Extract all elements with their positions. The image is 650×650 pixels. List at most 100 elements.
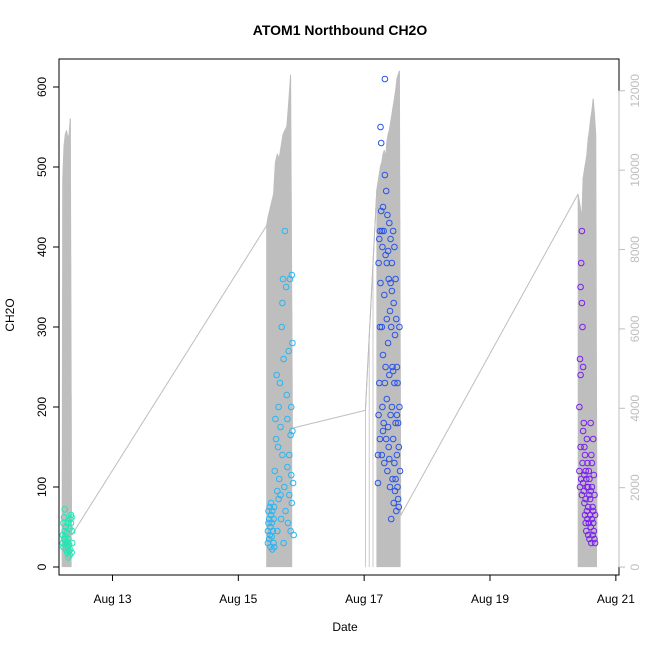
- ch2o-point: [384, 211, 391, 219]
- ch2o-point: [289, 339, 296, 347]
- ch2o-point: [68, 539, 76, 547]
- ch2o-point: [579, 427, 587, 435]
- ch2o-point: [387, 515, 395, 523]
- ch2o-point: [386, 219, 393, 227]
- ch2o-point: [67, 515, 74, 523]
- ch2o-point: [582, 519, 590, 527]
- ch2o-point: [579, 363, 587, 371]
- ch2o-point: [389, 435, 397, 443]
- ch2o-point: [395, 503, 403, 511]
- ch2o-point: [384, 423, 392, 431]
- ch2o-point: [381, 171, 389, 179]
- ch2o-point: [270, 503, 278, 511]
- ch2o-point: [278, 323, 286, 331]
- data-points: [59, 75, 599, 561]
- ch2o-point: [61, 506, 68, 513]
- y-tick-label: 300: [35, 317, 49, 337]
- ch2o-point: [579, 323, 586, 331]
- ch2o-point: [586, 491, 593, 499]
- ch2o-point: [286, 451, 293, 459]
- ch2o-point: [63, 530, 70, 537]
- ch2o-point: [287, 403, 295, 411]
- ch2o-point: [389, 475, 396, 483]
- ch2o-point: [582, 467, 590, 475]
- ch2o-point: [589, 531, 596, 539]
- ch2o-point: [290, 531, 298, 539]
- ch2o-point: [587, 419, 595, 427]
- ch2o-point: [272, 435, 280, 443]
- ch2o-point: [384, 247, 392, 255]
- ch2o-point: [266, 531, 274, 539]
- ch2o-point: [270, 515, 277, 523]
- ch2o-point: [591, 539, 599, 547]
- ch2o-point: [389, 367, 397, 375]
- ch2o-point: [576, 467, 583, 475]
- ch2o-point: [379, 243, 386, 251]
- ch2o-point: [285, 347, 293, 355]
- ch2o-point: [590, 527, 598, 535]
- ch2o-point: [377, 123, 384, 131]
- ch2o-point: [590, 471, 598, 479]
- x-tick-label: Aug 17: [345, 592, 383, 606]
- ch2o-point: [281, 483, 288, 491]
- ch2o-point: [387, 279, 394, 287]
- ch2o-point: [588, 483, 596, 491]
- ch2o-point: [378, 323, 386, 331]
- ch2o-point: [275, 475, 283, 483]
- ch2o-point: [268, 519, 276, 527]
- ch2o-point: [589, 503, 596, 511]
- x-tick-label: Aug 13: [93, 592, 131, 606]
- ch2o-point: [581, 499, 588, 507]
- ch2o-point: [381, 459, 388, 467]
- altitude-track-line: [577, 98, 598, 544]
- ch2o-point: [394, 483, 401, 491]
- ch2o-point: [63, 539, 71, 547]
- ch2o-point: [581, 471, 588, 479]
- ch2o-point: [277, 515, 285, 523]
- ch2o-point: [577, 371, 584, 379]
- ch2o-point: [378, 227, 386, 235]
- ch2o-point: [393, 451, 401, 459]
- ch2o-point: [395, 443, 403, 451]
- ch2o-point: [577, 475, 585, 483]
- ch2o-point: [577, 259, 585, 267]
- ch2o-point: [396, 323, 403, 331]
- y2-tick-label: 6000: [628, 315, 642, 342]
- ch2o-point: [579, 459, 586, 467]
- ch2o-point: [580, 419, 588, 427]
- ch2o-point: [269, 507, 276, 515]
- ch2o-point: [284, 415, 291, 423]
- ch2o-point: [287, 431, 294, 439]
- ch2o-point: [386, 455, 393, 463]
- ch2o-point: [382, 435, 390, 443]
- ch2o-point: [388, 287, 396, 295]
- axes: 0100200300400500600020004000600080001000…: [35, 74, 642, 606]
- ch2o-point: [581, 443, 588, 451]
- ch2o-point: [396, 403, 403, 411]
- x-tick-label: Aug 15: [219, 592, 257, 606]
- ch2o-point: [376, 235, 383, 243]
- ch2o-point: [375, 259, 382, 267]
- ch2o-point: [284, 519, 292, 527]
- ch2o-point: [588, 515, 596, 523]
- ch2o-point: [379, 351, 387, 359]
- ch2o-point: [578, 299, 586, 307]
- ch2o-point: [385, 443, 393, 451]
- ch2o-point: [391, 331, 399, 339]
- ch2o-point: [289, 479, 297, 487]
- ch2o-point: [283, 391, 291, 399]
- altitude-track-spikes: [61, 118, 72, 568]
- ch2o-point: [394, 419, 402, 427]
- ch2o-point: [578, 227, 586, 235]
- ch2o-point: [583, 507, 591, 515]
- flight-connector-line: [400, 193, 579, 516]
- ch2o-point: [381, 75, 389, 83]
- y2-tick-label: 0: [628, 563, 642, 570]
- x-axis-label: Date: [332, 620, 358, 634]
- ch2o-point: [379, 403, 386, 411]
- ch2o-point: [392, 275, 399, 283]
- ch2o-point: [586, 495, 594, 503]
- ch2o-point: [383, 315, 391, 323]
- ch2o-point: [379, 203, 387, 211]
